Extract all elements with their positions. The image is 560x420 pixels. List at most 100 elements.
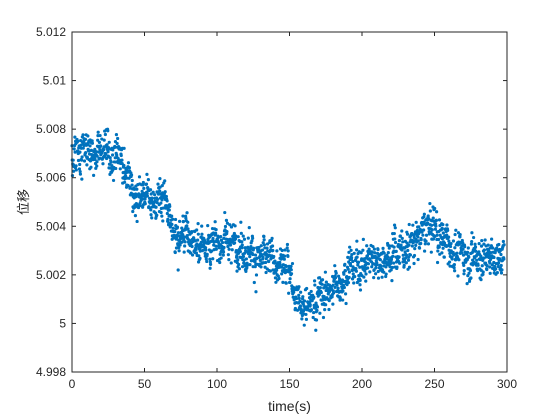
data-point <box>150 216 154 220</box>
data-point <box>424 239 428 243</box>
data-point <box>293 306 297 311</box>
data-point <box>255 262 259 266</box>
data-point <box>347 270 352 274</box>
data-point <box>252 280 256 285</box>
data-point <box>494 267 498 271</box>
data-point <box>349 263 353 268</box>
data-point <box>436 249 440 253</box>
data-point <box>347 275 351 280</box>
data-point <box>380 275 384 279</box>
data-point <box>289 272 294 276</box>
data-point <box>150 196 154 200</box>
data-point <box>190 253 195 257</box>
data-point <box>309 289 313 294</box>
data-point <box>346 255 350 259</box>
data-point <box>185 224 189 228</box>
data-point <box>286 249 290 253</box>
data-point <box>98 148 102 152</box>
data-point <box>287 270 291 274</box>
data-point <box>302 299 307 303</box>
data-point <box>314 318 319 322</box>
data-point <box>297 296 301 300</box>
data-point <box>469 242 474 246</box>
data-point <box>217 246 221 250</box>
x-tick-label: 300 <box>497 377 517 391</box>
data-point <box>248 263 252 267</box>
data-point <box>211 257 215 261</box>
data-point <box>361 248 365 252</box>
data-point <box>401 253 405 257</box>
data-point <box>108 156 112 160</box>
data-point <box>316 285 320 290</box>
x-tick-label: 50 <box>138 377 152 391</box>
data-point <box>131 209 135 214</box>
data-point <box>74 164 78 168</box>
data-point <box>186 227 190 231</box>
data-point <box>196 238 200 242</box>
data-point <box>372 276 376 280</box>
data-point <box>352 281 356 285</box>
data-point <box>72 147 76 151</box>
data-point <box>181 214 185 218</box>
data-point <box>85 163 89 167</box>
data-point <box>76 158 81 163</box>
data-point <box>264 257 268 261</box>
data-point <box>221 253 225 257</box>
data-point <box>232 231 236 236</box>
y-tick-label: 5.008 <box>36 122 66 136</box>
data-point <box>461 247 465 251</box>
data-point <box>416 239 420 243</box>
data-point <box>149 213 153 217</box>
data-point <box>323 308 327 312</box>
plot-area <box>72 32 507 372</box>
data-point <box>214 231 218 235</box>
data-point <box>170 214 174 218</box>
data-point <box>260 253 264 257</box>
data-point <box>304 312 308 317</box>
data-point <box>260 248 265 252</box>
data-point <box>239 231 243 235</box>
data-point <box>155 213 159 217</box>
data-point <box>115 141 119 146</box>
data-point <box>236 235 240 239</box>
data-point <box>233 237 238 241</box>
data-point <box>472 235 476 240</box>
data-point <box>320 278 325 282</box>
data-point <box>166 217 170 221</box>
data-point <box>417 225 421 229</box>
data-point <box>488 265 492 269</box>
data-point <box>177 249 181 253</box>
data-point <box>477 242 481 246</box>
data-point <box>404 256 408 260</box>
data-point <box>122 146 126 150</box>
data-point <box>491 246 495 250</box>
data-point <box>151 190 155 194</box>
data-point <box>366 262 370 266</box>
data-point <box>271 248 275 253</box>
data-point <box>175 233 179 237</box>
data-point <box>245 266 249 270</box>
data-point <box>355 248 359 252</box>
data-point <box>466 274 470 278</box>
data-point <box>263 260 268 265</box>
data-point <box>465 258 469 262</box>
data-point <box>390 265 395 270</box>
data-point <box>414 243 418 247</box>
data-point <box>164 194 168 199</box>
data-point <box>206 224 210 228</box>
data-point <box>376 269 380 274</box>
data-point <box>93 157 97 162</box>
data-point <box>190 244 194 249</box>
data-point <box>130 183 134 187</box>
data-point <box>417 246 422 250</box>
data-point <box>388 262 393 266</box>
data-point <box>440 251 444 255</box>
data-point <box>241 254 246 259</box>
y-tick-label: 5.004 <box>36 219 66 233</box>
data-point <box>433 227 438 231</box>
data-point <box>292 290 296 294</box>
data-point <box>301 295 305 299</box>
data-point <box>362 275 366 279</box>
data-point <box>98 144 103 148</box>
data-point <box>208 260 212 264</box>
